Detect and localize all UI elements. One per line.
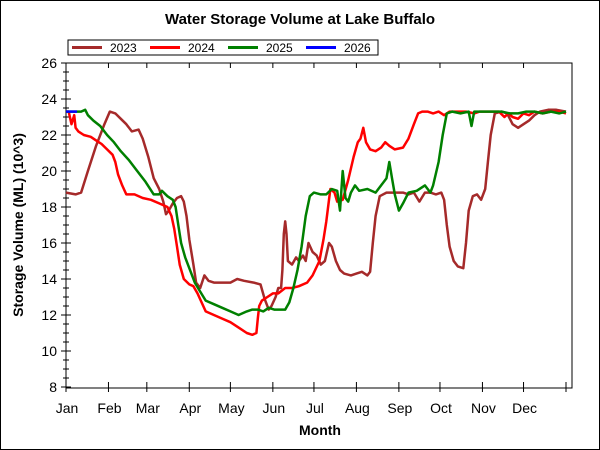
y-tick-label: 14 xyxy=(41,271,57,287)
legend-label: 2025 xyxy=(266,41,293,55)
x-tick-label: Nov xyxy=(471,400,496,416)
y-tick-label: 20 xyxy=(41,163,57,179)
x-tick-label: Oct xyxy=(430,400,452,416)
x-axis-label: Month xyxy=(299,422,341,438)
x-tick-label: Sep xyxy=(387,400,412,416)
y-tick-label: 18 xyxy=(41,199,57,215)
y-tick-label: 12 xyxy=(41,307,57,323)
y-tick-label: 10 xyxy=(41,343,57,359)
legend-label: 2026 xyxy=(344,41,371,55)
x-tick-label: May xyxy=(218,400,244,416)
x-tick-label: Feb xyxy=(97,400,121,416)
axes: 8 10 12 14 16 18 20 22 24 26 Jan Feb Mar Apr May Jun Jul… xyxy=(41,55,567,416)
y-tick-label: 24 xyxy=(41,91,57,107)
legend-box xyxy=(67,39,379,56)
chart-title: Water Storage Volume at Lake Buffalo xyxy=(165,11,435,28)
series-line-2023 xyxy=(65,108,567,311)
x-tick-label: Jan xyxy=(56,400,79,416)
y-tick-label: 22 xyxy=(41,127,57,143)
x-tick-label: Aug xyxy=(345,400,370,416)
series-group xyxy=(65,108,567,337)
y-tick-label: 26 xyxy=(41,55,57,71)
series-line-2024 xyxy=(66,110,567,337)
legend-label: 2024 xyxy=(188,41,215,55)
legend: 2023 2024 2025 2026 xyxy=(67,39,379,56)
x-tick-label: Apr xyxy=(179,400,201,416)
series-line-2025 xyxy=(66,108,567,317)
y-tick-label: 8 xyxy=(49,379,57,395)
legend-label: 2023 xyxy=(110,41,137,55)
x-tick-label: Mar xyxy=(136,400,160,416)
x-tick-label: Jun xyxy=(263,400,286,416)
x-tick-label: Jul xyxy=(306,400,324,416)
y-tick-label: 16 xyxy=(41,235,57,251)
y-axis-label: Storage Volume (ML) (10^3) xyxy=(10,133,26,317)
x-tick-label: Dec xyxy=(512,400,537,416)
